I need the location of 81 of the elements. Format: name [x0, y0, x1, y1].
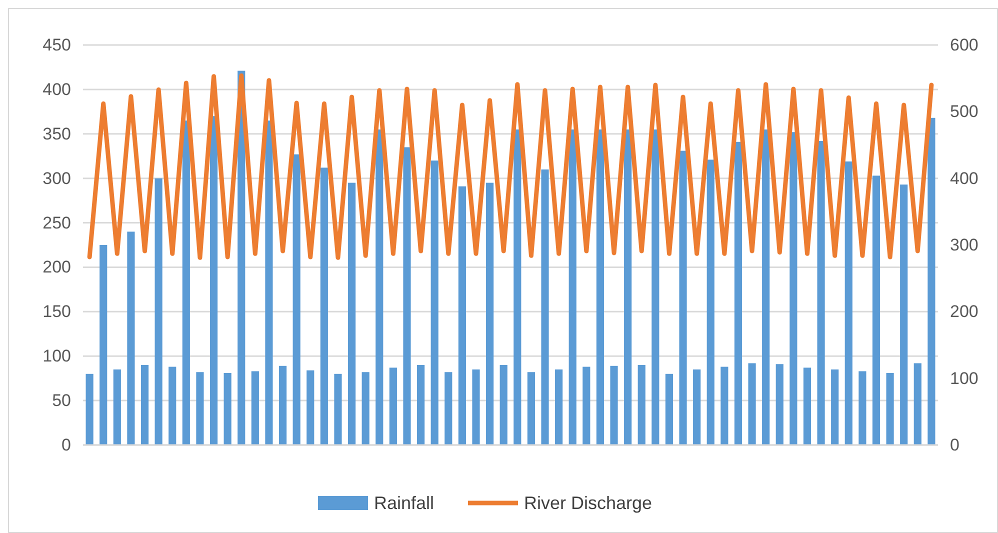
bar — [831, 369, 839, 445]
bar — [914, 363, 922, 445]
bar — [596, 129, 604, 445]
bar — [224, 373, 232, 445]
bar — [416, 365, 425, 445]
bar — [292, 154, 300, 445]
bar — [113, 369, 121, 445]
y-tick-label: 300 — [42, 168, 71, 188]
bar — [790, 132, 798, 445]
bar — [762, 129, 770, 445]
bar — [154, 178, 162, 445]
bar — [900, 184, 908, 445]
bar — [403, 147, 411, 445]
bar — [568, 129, 576, 445]
y-tick-label: 450 — [42, 36, 71, 54]
bar — [527, 372, 535, 445]
bar — [320, 168, 328, 445]
bar — [362, 372, 370, 445]
y2-tick-label: 0 — [950, 436, 960, 454]
bar — [306, 370, 314, 445]
bar — [472, 369, 480, 445]
y2-tick-label: 300 — [950, 236, 978, 254]
bar — [127, 232, 135, 445]
bar — [251, 371, 259, 445]
bar — [348, 182, 356, 445]
y2-tick-label: 500 — [950, 102, 978, 122]
bar — [610, 366, 618, 445]
bar — [886, 373, 894, 445]
bar — [140, 365, 149, 445]
legend-label: River Discharge — [524, 493, 652, 513]
bar — [182, 120, 190, 445]
bar — [196, 372, 204, 445]
y-tick-label: 100 — [42, 346, 71, 366]
bar — [389, 368, 397, 445]
y2-tick-label: 600 — [950, 36, 978, 54]
y-tick-label: 250 — [42, 213, 71, 232]
bar — [86, 374, 94, 445]
bar — [210, 116, 218, 445]
bar — [928, 118, 936, 445]
y-tick-label: 50 — [52, 391, 71, 410]
bar — [555, 369, 563, 445]
y2-tick-label: 400 — [950, 168, 978, 188]
bar — [582, 366, 590, 445]
bar — [486, 182, 494, 445]
y-tick-label: 350 — [42, 124, 71, 144]
bar — [844, 161, 852, 445]
bar — [100, 245, 108, 445]
bar — [872, 176, 880, 445]
bar — [430, 160, 438, 445]
y2-tick-label: 100 — [950, 368, 978, 388]
bar — [541, 169, 549, 445]
bar — [168, 366, 176, 445]
bar — [776, 364, 784, 445]
bar — [624, 129, 632, 445]
bar — [858, 371, 866, 445]
y-tick-label: 0 — [62, 436, 71, 454]
bar — [817, 141, 825, 445]
bar — [693, 369, 701, 445]
bar — [652, 129, 660, 445]
bar — [500, 365, 508, 445]
bar — [734, 142, 742, 445]
y2-tick-label: 200 — [950, 302, 978, 322]
line-series — [87, 73, 934, 260]
bar — [376, 129, 384, 445]
bar — [278, 366, 287, 445]
y-tick-label: 150 — [42, 302, 71, 322]
bar — [514, 129, 522, 445]
bar — [458, 186, 466, 445]
bar — [803, 368, 812, 445]
y-tick-label: 200 — [42, 258, 71, 277]
bar — [665, 374, 674, 445]
bar — [679, 150, 687, 445]
y-tick-label: 400 — [42, 80, 71, 99]
legend-label: Rainfall — [374, 493, 434, 513]
bar — [748, 363, 756, 445]
bar — [706, 160, 714, 445]
bar — [334, 374, 342, 445]
bar — [444, 372, 452, 445]
bar — [265, 120, 273, 445]
bar — [638, 365, 646, 445]
bar — [720, 366, 728, 445]
